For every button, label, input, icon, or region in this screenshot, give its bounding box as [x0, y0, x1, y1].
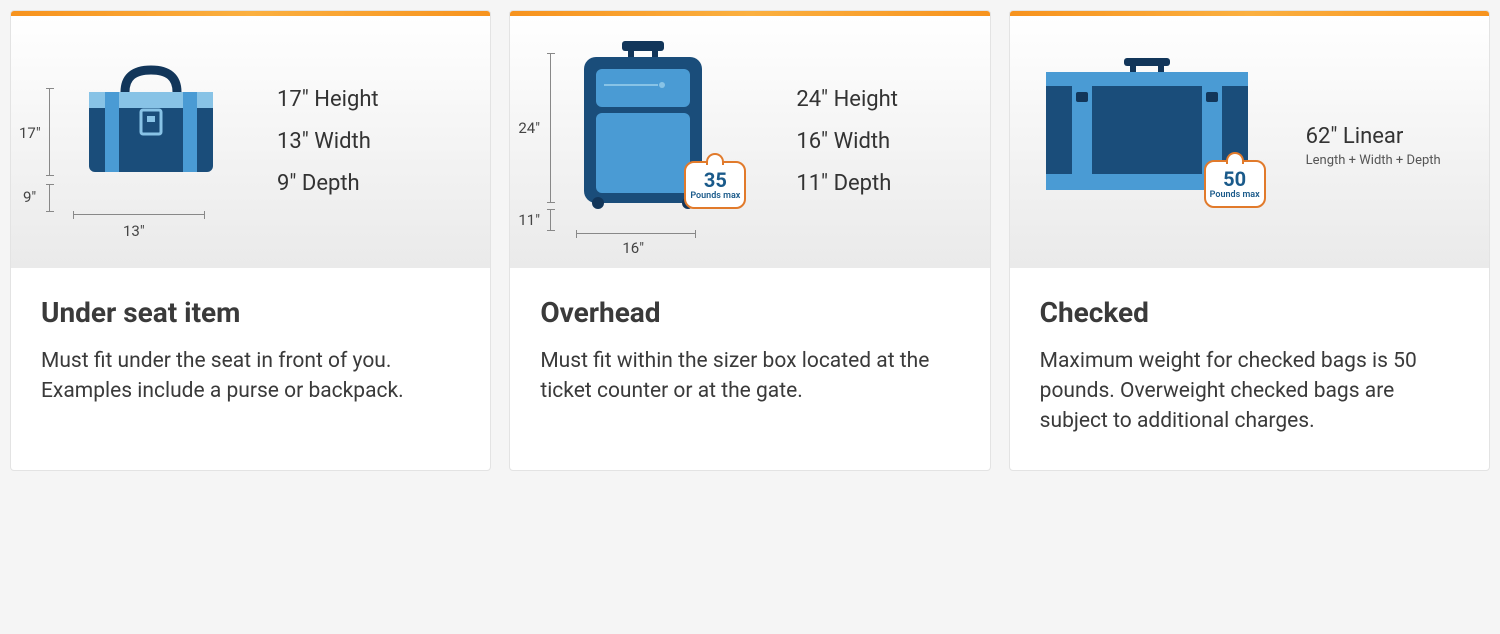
weight-value: 35 — [704, 170, 727, 190]
under-seat-desc: Must fit under the seat in front of you.… — [41, 347, 460, 407]
dim-depth: 11" Depth — [796, 163, 963, 205]
baggage-cards-row: 17" 9" 13" 17" Height — [10, 10, 1490, 471]
checked-desc: Maximum weight for checked bags is 50 po… — [1040, 347, 1459, 436]
overhead-desc: Must fit within the sizer box located at… — [540, 347, 959, 407]
card-under-seat: 17" 9" 13" 17" Height — [10, 10, 491, 471]
card-checked: 50 Pounds max 62" Linear Length + Width … — [1009, 10, 1490, 471]
dim-depth: 9" Depth — [277, 163, 464, 205]
dim-height: 24" Height — [796, 79, 963, 121]
weight-value: 50 — [1223, 169, 1246, 189]
checked-illustration: 50 Pounds max 62" Linear Length + Width … — [1010, 16, 1489, 268]
under-seat-title: Under seat item — [41, 296, 460, 329]
weight-tag: 50 Pounds max — [1204, 160, 1266, 208]
dim-height: 17" Height — [277, 79, 464, 121]
under-seat-dimensions: 17" Height 13" Width 9" Depth — [247, 79, 464, 204]
checked-dimensions: 62" Linear Length + Width + Depth — [1276, 116, 1463, 169]
depth-guide-label: 11" — [518, 211, 540, 229]
dim-width: 16" Width — [796, 121, 963, 163]
width-guide — [73, 214, 205, 215]
width-guide-label: 16" — [622, 239, 644, 257]
overhead-title: Overhead — [540, 296, 959, 329]
under-seat-text: Under seat item Must fit under the seat … — [11, 268, 490, 470]
height-guide — [49, 88, 50, 176]
card-overhead: 24" 11" 16" — [509, 10, 990, 471]
weight-tag: 35 Pounds max — [684, 161, 746, 209]
width-guide — [576, 233, 696, 234]
height-guide — [550, 53, 551, 203]
overhead-text: Overhead Must fit within the sizer box l… — [510, 268, 989, 470]
purse-icon — [81, 64, 221, 184]
dim-linear: 62" Linear — [1306, 116, 1463, 158]
overhead-dimensions: 24" Height 16" Width 11" Depth — [766, 79, 963, 204]
overhead-illustration: 24" 11" 16" — [510, 16, 989, 268]
depth-guide-label: 9" — [23, 188, 36, 206]
under-seat-illustration: 17" 9" 13" 17" Height — [11, 16, 490, 268]
width-guide-label: 13" — [123, 222, 145, 240]
depth-guide — [550, 209, 551, 231]
height-guide-label: 24" — [518, 119, 540, 137]
weight-unit: Pounds max — [690, 192, 740, 201]
dim-linear-sub: Length + Width + Depth — [1306, 153, 1463, 168]
depth-guide — [49, 184, 50, 212]
checked-title: Checked — [1040, 296, 1459, 329]
dim-width: 13" Width — [277, 121, 464, 163]
height-guide-label: 17" — [19, 124, 41, 142]
checked-text: Checked Maximum weight for checked bags … — [1010, 268, 1489, 470]
weight-unit: Pounds max — [1210, 191, 1260, 200]
